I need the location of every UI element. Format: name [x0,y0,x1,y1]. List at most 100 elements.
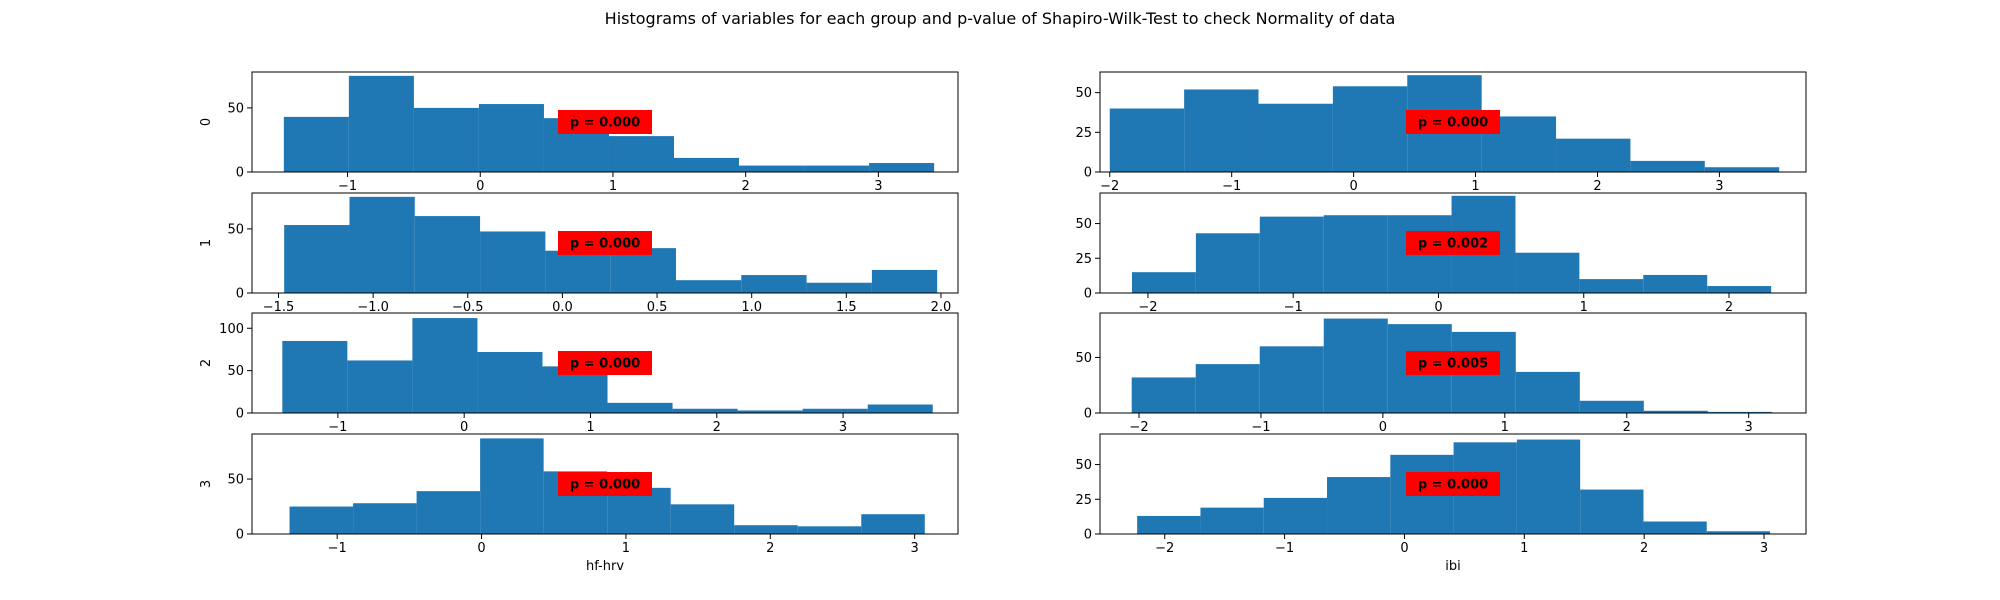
axes-frame [1099,192,1807,294]
x-tick-label: 0 [1379,420,1387,435]
histogram-bar [1327,477,1391,534]
axes-frame [251,192,959,294]
x-tick-label: 1 [1471,179,1479,194]
histogram-bar [348,75,414,172]
x-tick-label: 3 [1745,420,1753,435]
histogram-bar [412,318,478,413]
x-tick-label: 1.0 [741,300,762,315]
histogram-bar [1195,364,1260,413]
x-tick-label: 0.5 [647,300,668,315]
y-tick-label: 0 [1084,287,1092,302]
subplot-group-1-hf-hrv: −1.5 −1.0 −0.5 0.0 0.5 1.0 1.5 2.0 0 50 1 p = 0.000 [199,192,959,315]
x-tick-label: 2 [766,541,774,556]
histogram-bar [806,282,872,293]
histogram-bar [1706,531,1771,534]
x-tick-label: 1.5 [836,300,857,315]
x-tick-label: 0 [1400,541,1408,556]
histogram-bar [1131,272,1196,293]
histogram-bar [1643,274,1708,293]
x-tick-label: 2 [1640,541,1648,556]
y-tick-label: 0 [236,407,244,422]
y-tick-label: 50 [1075,217,1092,232]
subplot-group-1-ibi: −2 −1 0 1 2 0 25 50 p = 0.002 [1075,192,1807,315]
y-tick-label: 0 [1084,407,1092,422]
histogram-bar [545,250,611,293]
axes-frame [1099,433,1807,535]
x-tick-label: 2 [1593,179,1601,194]
x-tick-label: 3 [1715,179,1723,194]
x-axis-label: ibi [1445,559,1460,574]
histogram-bar [737,410,803,413]
histogram-bar [672,408,738,413]
p-value-annotation: p = 0.000 [570,478,640,493]
histogram-bar [1515,371,1580,413]
histogram-bar [1556,138,1631,172]
x-axis-label: hf-hrv [586,559,624,574]
histogram-bar [480,231,546,293]
subplot-group-0-ibi: −2 −1 0 1 2 3 0 25 50 p = 0.000 [1075,71,1807,194]
histogram-bar [871,269,938,293]
histogram-bar [1131,377,1196,413]
y-axis-label: 2 [199,359,214,367]
subplot-group-2-hf-hrv: −1 0 1 2 3 0 50 100 2 p = 0.000 [199,312,959,435]
x-tick-label: 0 [1434,300,1442,315]
axes-frame [1099,312,1807,414]
histogram-bar [1643,410,1708,413]
p-value-box [1406,110,1500,134]
histogram-bar [1707,286,1772,293]
histogram-bar [1195,233,1260,293]
x-tick-label: 1 [622,541,630,556]
histogram-bar [797,526,862,534]
axes-frame [251,433,959,535]
histogram-bar [1258,103,1333,172]
subplot-group-2-ibi: −2 −1 0 1 2 3 0 50 p = 0.005 [1075,312,1807,435]
p-value-box [558,472,652,496]
x-tick-label: 2.0 [931,300,952,315]
x-tick-label: 3 [1760,541,1768,556]
histogram-bar [869,163,935,172]
histogram-bar [1200,507,1264,534]
y-tick-label: 50 [227,101,244,116]
p-value-box [558,110,652,134]
histogram-bar [802,408,868,413]
histogram-bar [1579,279,1644,293]
histogram-bar [1332,86,1408,172]
histogram-bar [1323,318,1388,413]
x-tick-label: −1 [1284,300,1303,315]
x-tick-label: 3 [874,179,882,194]
histogram-bar [608,136,675,172]
subplot-group-0-hf-hrv: −1 0 1 2 3 0 50 0 p = 0.000 [199,71,959,194]
p-value-annotation: p = 0.000 [570,357,640,372]
x-tick-label: 2 [713,420,721,435]
x-tick-label: 2 [1725,300,1733,315]
histogram-bar [1707,411,1772,413]
histogram-bar [734,525,798,534]
histogram-bar [477,351,543,413]
p-value-annotation: p = 0.000 [570,237,640,252]
subplot-group-3-hf-hrv: −1 0 1 2 3 0 50 3 hf-hrv p = 0.000 [199,433,959,574]
histogram-bar [1579,400,1644,413]
histogram-bar [670,504,735,534]
y-tick-label: 0 [236,528,244,543]
histogram-bar [861,514,925,534]
histogram-bar [416,491,481,534]
x-tick-label: 0.0 [552,300,573,315]
histogram-bar [1630,160,1705,172]
y-tick-label: 25 [1075,126,1092,141]
y-tick-label: 25 [1075,252,1092,267]
histogram-bar [1263,497,1328,534]
figure-title: Histograms of variables for each group a… [604,9,1396,28]
x-tick-label: 1 [609,179,617,194]
histogram-bar [414,216,481,293]
x-tick-label: 0 [477,541,485,556]
x-tick-label: −1 [1222,179,1241,194]
histogram-bar [1137,515,1201,534]
histogram-bar [413,107,479,172]
y-tick-label: 50 [1075,351,1092,366]
x-tick-label: −2 [1129,420,1148,435]
x-tick-label: −1 [338,179,357,194]
y-tick-label: 50 [227,222,244,237]
histogram-bar [284,225,350,293]
x-tick-label: −2 [1138,300,1157,315]
x-tick-label: −1 [328,541,347,556]
